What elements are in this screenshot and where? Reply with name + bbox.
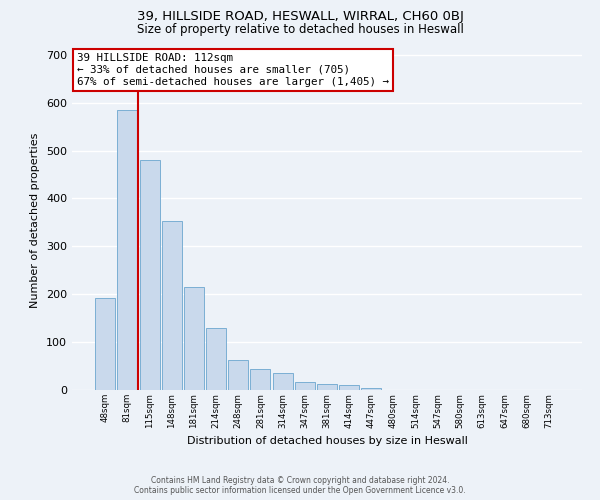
Bar	[162, 222, 182, 390]
Bar	[295, 382, 315, 390]
Text: 39, HILLSIDE ROAD, HESWALL, WIRRAL, CH60 0BJ: 39, HILLSIDE ROAD, HESWALL, WIRRAL, CH60…	[137, 10, 463, 23]
Bar	[339, 385, 359, 390]
Y-axis label: Number of detached properties: Number of detached properties	[31, 132, 40, 308]
Bar	[206, 328, 226, 390]
Text: 39 HILLSIDE ROAD: 112sqm
← 33% of detached houses are smaller (705)
67% of semi-: 39 HILLSIDE ROAD: 112sqm ← 33% of detach…	[77, 54, 389, 86]
Bar	[184, 287, 204, 390]
Text: Size of property relative to detached houses in Heswall: Size of property relative to detached ho…	[137, 22, 463, 36]
Bar	[317, 384, 337, 390]
Bar	[250, 370, 271, 390]
Bar	[118, 110, 137, 390]
Bar	[228, 360, 248, 390]
Bar	[272, 373, 293, 390]
Bar	[95, 298, 115, 390]
Bar	[140, 160, 160, 390]
X-axis label: Distribution of detached houses by size in Heswall: Distribution of detached houses by size …	[187, 436, 467, 446]
Text: Contains HM Land Registry data © Crown copyright and database right 2024.
Contai: Contains HM Land Registry data © Crown c…	[134, 476, 466, 495]
Bar	[361, 388, 382, 390]
